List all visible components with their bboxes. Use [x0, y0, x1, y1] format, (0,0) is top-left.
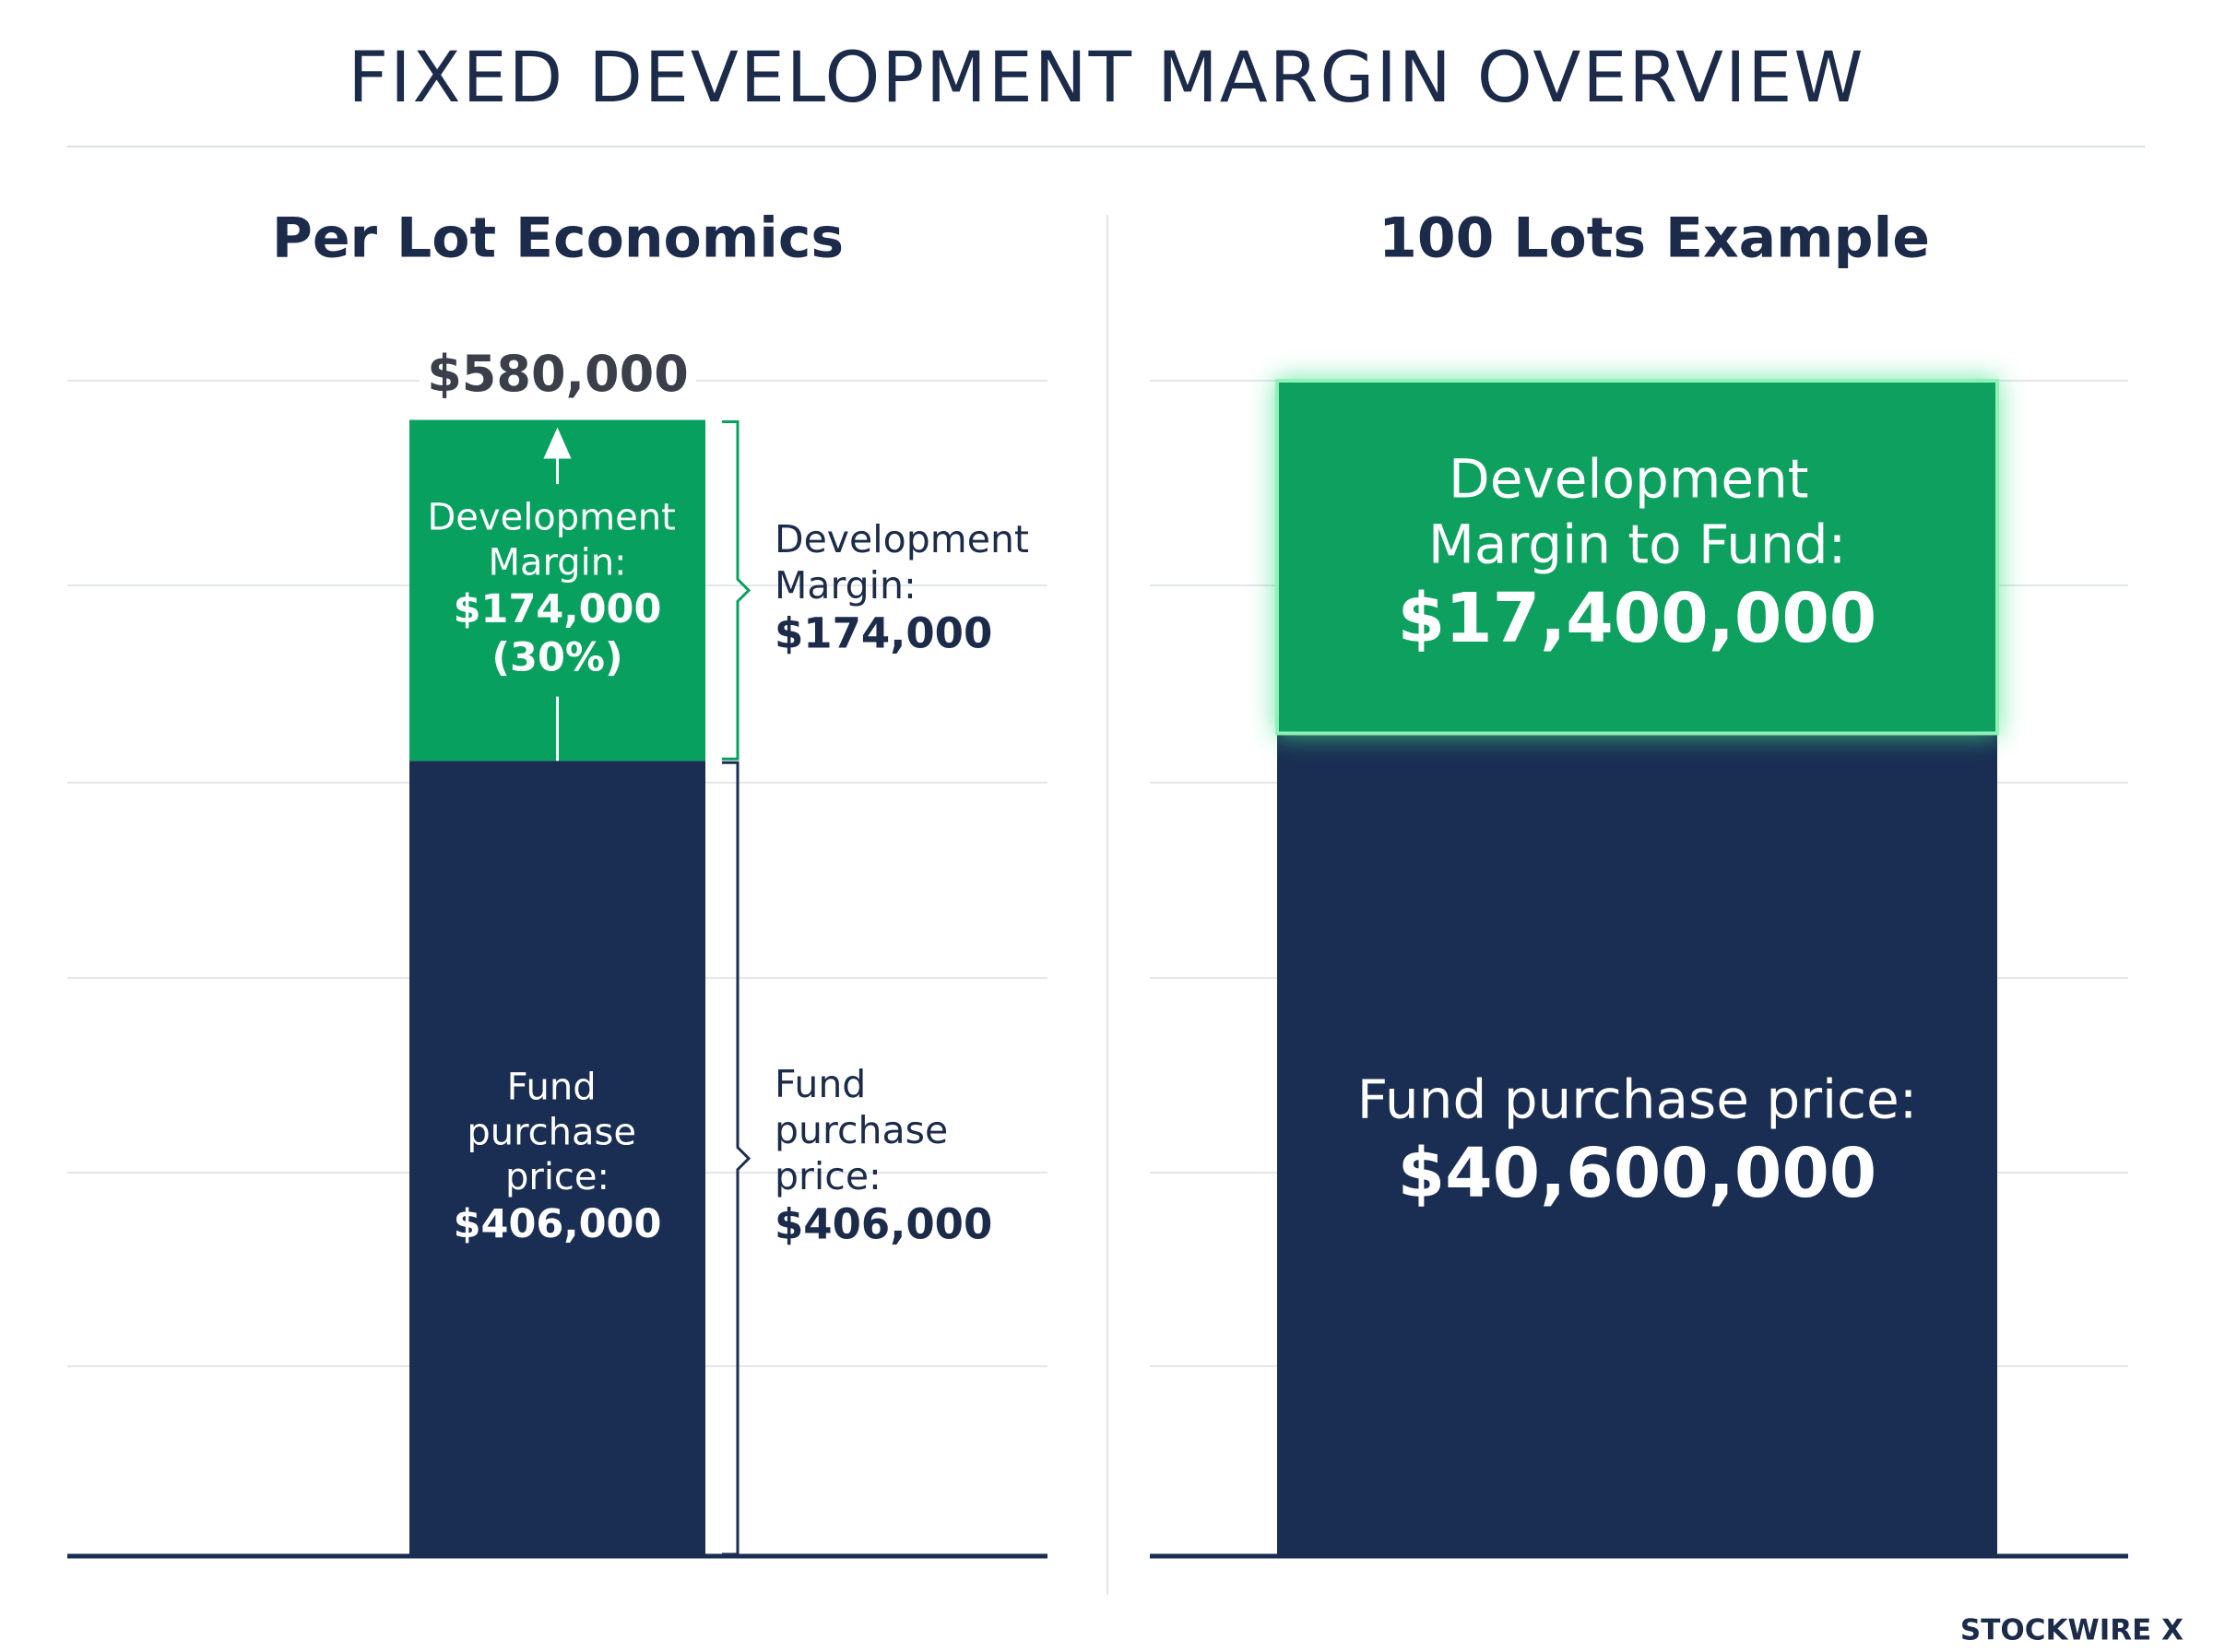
- brand-logo: STOCKWIRE X: [1960, 1614, 2183, 1647]
- total-label-bg: [420, 346, 696, 409]
- segment-label: Fund purchase price:: [467, 1067, 647, 1199]
- bracket-label: Development Margin:: [775, 517, 1041, 608]
- panel-title: Per Lot Economics: [272, 206, 844, 271]
- segment-value: $174,000: [454, 585, 662, 631]
- segment-label: Development Margin:: [428, 497, 688, 584]
- bracket-value: $406,000: [775, 1200, 992, 1249]
- segment-label: Fund purchase price:: [1357, 1068, 1918, 1131]
- bracket: [722, 761, 751, 1556]
- bracket-value: $174,000: [775, 608, 992, 657]
- segment-value: $17,400,000: [1398, 579, 1877, 658]
- bar-segment: [1275, 379, 1999, 736]
- total-label: $580,000: [427, 345, 689, 403]
- bracket-label: Fund purchase price:: [775, 1062, 960, 1198]
- segment-value: $40,600,000: [1398, 1134, 1877, 1213]
- bar-segment: [409, 761, 705, 1556]
- segment-label: Development Margin to Fund:: [1428, 448, 1846, 576]
- segment-share: (30%): [491, 634, 622, 680]
- panel-title: 100 Lots Example: [1379, 206, 1930, 271]
- arrow-head: [543, 427, 572, 459]
- segment-value: $406,000: [454, 1200, 662, 1246]
- page-title: FIXED DEVELOPMENT MARGIN OVERVIEW: [348, 36, 1864, 118]
- bar-segment: [1277, 733, 1997, 1556]
- bracket: [722, 420, 751, 761]
